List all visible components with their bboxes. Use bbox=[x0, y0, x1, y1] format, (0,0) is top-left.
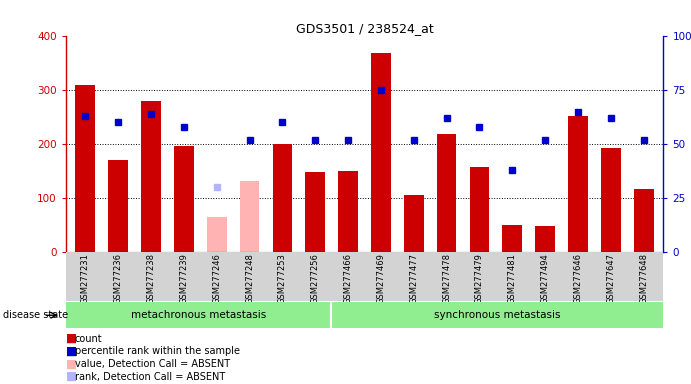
Text: GSM277647: GSM277647 bbox=[606, 253, 615, 304]
Bar bbox=[437, 134, 457, 252]
Bar bbox=[174, 146, 193, 252]
Text: count: count bbox=[75, 334, 102, 344]
Bar bbox=[568, 116, 588, 252]
Bar bbox=[601, 148, 621, 252]
Text: GSM277469: GSM277469 bbox=[377, 253, 386, 304]
Bar bbox=[404, 195, 424, 252]
Text: GSM277646: GSM277646 bbox=[574, 253, 583, 304]
Text: ■: ■ bbox=[66, 345, 77, 358]
Text: metachronous metastasis: metachronous metastasis bbox=[131, 310, 266, 320]
Text: GSM277231: GSM277231 bbox=[81, 253, 90, 304]
Text: GSM277494: GSM277494 bbox=[540, 253, 549, 304]
Text: GSM277238: GSM277238 bbox=[146, 253, 155, 304]
Bar bbox=[470, 167, 489, 252]
Bar bbox=[108, 160, 128, 252]
Text: percentile rank within the sample: percentile rank within the sample bbox=[75, 346, 240, 356]
Bar bbox=[272, 144, 292, 252]
Text: value, Detection Call = ABSENT: value, Detection Call = ABSENT bbox=[75, 359, 229, 369]
Text: disease state: disease state bbox=[3, 310, 68, 320]
Text: GSM277466: GSM277466 bbox=[343, 253, 352, 304]
Text: ■: ■ bbox=[66, 358, 77, 371]
Text: synchronous metastasis: synchronous metastasis bbox=[434, 310, 560, 320]
Bar bbox=[371, 53, 391, 252]
Text: GSM277479: GSM277479 bbox=[475, 253, 484, 304]
Text: GSM277648: GSM277648 bbox=[639, 253, 648, 304]
Text: GSM277256: GSM277256 bbox=[311, 253, 320, 304]
Bar bbox=[634, 189, 654, 252]
Bar bbox=[75, 85, 95, 252]
Bar bbox=[207, 217, 227, 252]
Title: GDS3501 / 238524_at: GDS3501 / 238524_at bbox=[296, 22, 433, 35]
Text: GSM277248: GSM277248 bbox=[245, 253, 254, 304]
Text: GSM277477: GSM277477 bbox=[409, 253, 418, 304]
Bar bbox=[502, 225, 522, 252]
Text: GSM277246: GSM277246 bbox=[212, 253, 221, 304]
Bar bbox=[240, 180, 259, 252]
Bar bbox=[536, 226, 555, 252]
Bar bbox=[338, 171, 358, 252]
Text: ■: ■ bbox=[66, 370, 77, 383]
Text: GSM277239: GSM277239 bbox=[180, 253, 189, 304]
Text: GSM277253: GSM277253 bbox=[278, 253, 287, 304]
Text: rank, Detection Call = ABSENT: rank, Detection Call = ABSENT bbox=[75, 372, 225, 382]
Text: GSM277481: GSM277481 bbox=[508, 253, 517, 304]
Text: GSM277236: GSM277236 bbox=[114, 253, 123, 304]
Text: ■: ■ bbox=[66, 332, 77, 345]
Text: GSM277478: GSM277478 bbox=[442, 253, 451, 304]
Bar bbox=[141, 101, 161, 252]
Bar bbox=[305, 172, 325, 252]
